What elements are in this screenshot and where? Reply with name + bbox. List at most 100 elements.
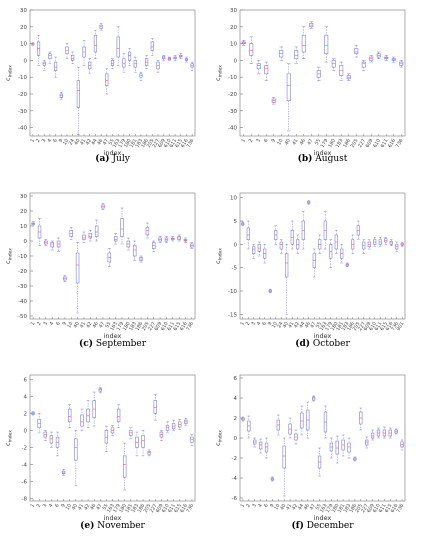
x-tick-label: 611: [167, 503, 177, 514]
iqr-box: [246, 227, 250, 240]
x-tick-label: 1: [29, 138, 36, 144]
x-tick-label: 615: [173, 503, 183, 514]
iqr-box: [110, 60, 115, 66]
box-227: [362, 239, 366, 254]
x-tick-label: 611: [374, 321, 384, 332]
box-9: [268, 288, 272, 294]
x-tick-label: 46: [303, 503, 311, 511]
iqr-box: [324, 34, 329, 54]
x-tick-label: 181: [335, 321, 345, 332]
box-55: [104, 425, 109, 452]
x-tick-label: 9: [269, 503, 276, 509]
iqr-box: [71, 55, 75, 61]
x-tick-label: 42: [85, 321, 93, 329]
box-47: [312, 395, 316, 402]
box-46: [94, 219, 99, 242]
x-tick-label: 10: [271, 321, 279, 329]
caption-text: December: [306, 521, 354, 531]
iqr-box: [249, 43, 254, 56]
x-tick-label: 610: [372, 138, 382, 149]
box-736: [395, 241, 399, 252]
box-2: [249, 36, 254, 65]
y-tick-label: -50: [18, 314, 27, 320]
box-616: [394, 428, 398, 435]
y-tick-label: -4: [22, 462, 28, 468]
y-tick-label: 20: [20, 209, 27, 215]
box-205: [147, 449, 151, 457]
box-186: [351, 234, 355, 254]
x-tick-label: 9: [58, 138, 65, 144]
x-tick-label: 179: [320, 138, 330, 149]
plot-area: [29, 9, 196, 137]
box-181: [129, 427, 133, 440]
y-tick-label: -10: [18, 254, 27, 260]
box-179: [116, 404, 121, 429]
box-227: [361, 60, 366, 71]
iqr-box: [301, 34, 306, 53]
y-tick-label: 30: [20, 194, 27, 200]
box-4: [257, 241, 261, 257]
box-163: [113, 233, 118, 245]
x-tick-label: 2: [248, 138, 255, 144]
box-180: [123, 442, 127, 491]
plot-area: [239, 9, 406, 137]
x-tick-label: 610: [160, 321, 170, 332]
box-186: [346, 73, 351, 81]
box-611: [171, 419, 176, 431]
y-tick-label: -2: [22, 445, 27, 451]
y-tick-label: 20: [230, 25, 237, 31]
x-tick-label: 901: [396, 321, 406, 332]
x-tick-label: 227: [360, 503, 370, 514]
box-9: [270, 476, 275, 482]
x-tick-label: 163: [319, 321, 329, 332]
iqr-box: [49, 435, 54, 444]
x-tick-label: 615: [379, 321, 389, 332]
x-axis-label: index: [314, 332, 332, 340]
y-tick-label: 0: [24, 58, 28, 64]
y-axis-label: cindex: [214, 430, 224, 446]
caption-1: (a) July: [13, 154, 213, 164]
x-tick-label: 736: [396, 503, 406, 514]
x-tick-label: 4: [48, 503, 55, 509]
x-tick-label: 40: [282, 321, 290, 329]
y-tick-label: 5: [234, 219, 238, 225]
box-616: [184, 56, 189, 63]
y-tick-label: -10: [228, 289, 237, 295]
box-40: [75, 242, 80, 314]
y-tick-label: 0: [24, 428, 28, 434]
x-tick-label: 6: [263, 503, 270, 509]
iqr-box: [264, 442, 269, 453]
iqr-box: [86, 408, 90, 423]
x-tick-label: 3: [42, 503, 49, 509]
box-183: [135, 431, 139, 457]
box-9: [271, 97, 276, 105]
x-tick-label: 24: [68, 138, 76, 146]
x-tick-label: 610: [368, 321, 378, 332]
y-tick-label: -4: [232, 476, 238, 482]
x-tick-label: 1: [30, 503, 37, 509]
iqr-box: [127, 51, 132, 61]
box-42: [296, 234, 300, 254]
x-tick-label: 179: [115, 321, 125, 332]
iqr-box: [48, 53, 52, 60]
x-tick-label: 181: [337, 503, 347, 514]
caption-letter: (b): [297, 154, 313, 164]
iqr-box: [104, 430, 109, 444]
box-2: [37, 413, 41, 434]
box-40: [76, 66, 80, 135]
x-tick-label: 46: [92, 321, 100, 329]
iqr-box: [76, 80, 80, 108]
x-tick-label: 183: [341, 321, 351, 332]
box-9: [63, 275, 67, 282]
x-tick-label: 609: [154, 321, 164, 332]
box-6: [55, 431, 60, 457]
x-tick-label: 2: [35, 138, 42, 144]
x-tick-label: 736: [185, 503, 195, 514]
x-tick-label: 46: [96, 138, 104, 146]
box-55: [316, 66, 321, 81]
box-3: [253, 437, 257, 448]
x-tick-label: 179: [325, 503, 335, 514]
iqr-box: [361, 61, 366, 68]
